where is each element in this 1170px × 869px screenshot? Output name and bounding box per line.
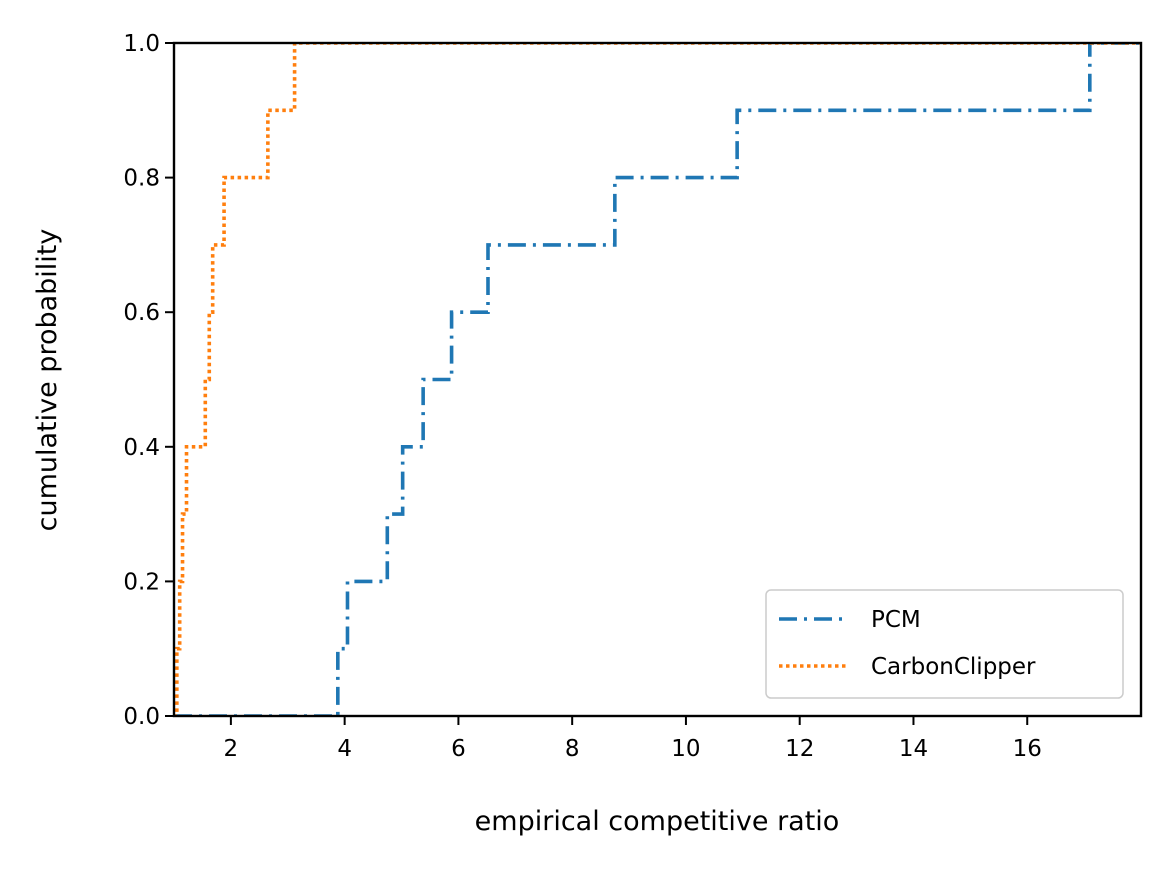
y-tick-label: 0.2 [123, 569, 160, 595]
x-tick-label: 10 [671, 736, 700, 762]
y-tick-label: 0.8 [123, 166, 160, 192]
x-tick-label: 8 [565, 736, 580, 762]
x-tick-label: 4 [337, 736, 352, 762]
series-layer [174, 43, 1141, 716]
x-tick-label: 6 [451, 736, 466, 762]
x-axis: 2 4 6 8 10 12 14 16 [224, 716, 1042, 762]
y-axis-title: cumulative probability [32, 229, 63, 532]
legend-box [765, 589, 1124, 699]
plot-frame [172, 41, 1143, 718]
y-tick-label: 0.6 [123, 300, 160, 326]
y-tick-label: 1.0 [123, 31, 160, 57]
legend-label-pcm: PCM [871, 607, 921, 633]
x-tick-label: 12 [785, 736, 814, 762]
y-axis: 0.0 0.2 0.4 0.6 0.8 1.0 [123, 31, 174, 730]
y-tick-label: 0.0 [123, 704, 160, 730]
y-tick-label: 0.4 [123, 435, 160, 461]
series-line-pcm [174, 43, 1141, 716]
x-tick-label: 2 [224, 736, 239, 762]
legend-label-carbonclipper: CarbonClipper [871, 654, 1036, 680]
x-axis-title: empirical competitive ratio [475, 806, 840, 837]
series-line-carbonclipper [174, 43, 1141, 716]
legend: PCM CarbonClipper [765, 589, 1124, 699]
x-tick-label: 16 [1013, 736, 1042, 762]
x-tick-label: 14 [899, 736, 928, 762]
